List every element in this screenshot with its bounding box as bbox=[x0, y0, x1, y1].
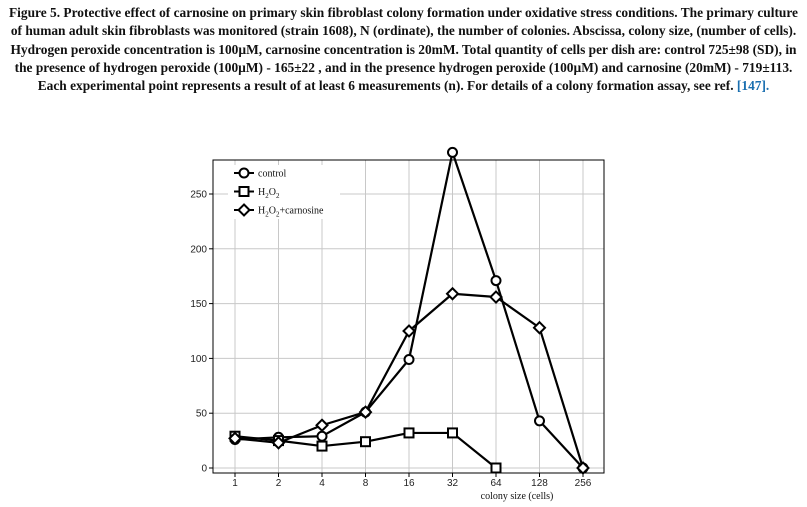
data-point-circle bbox=[534, 415, 545, 427]
x-tick-label: 1 bbox=[232, 478, 238, 489]
data-point-square bbox=[403, 427, 415, 439]
chart-legend: control H2O2 H2O2+carnosine bbox=[228, 165, 340, 219]
x-tick-label: 2 bbox=[276, 478, 282, 489]
data-point-circle bbox=[316, 430, 328, 442]
y-tick-label: 150 bbox=[190, 299, 207, 310]
figure-label: Figure 5. bbox=[8, 5, 61, 20]
x-tick-label: 16 bbox=[403, 478, 415, 489]
data-point-square bbox=[490, 462, 502, 474]
data-point-circle bbox=[490, 275, 502, 287]
data-point-diamond bbox=[228, 431, 242, 446]
x-tick-label: 128 bbox=[531, 478, 548, 489]
x-tick-label: 64 bbox=[490, 478, 502, 489]
y-tick-label: 200 bbox=[190, 244, 207, 255]
x-tick-label: 32 bbox=[447, 478, 459, 489]
data-point-diamond bbox=[315, 418, 329, 433]
y-tick-label: 100 bbox=[190, 354, 207, 365]
x-tick-label: 8 bbox=[363, 478, 369, 489]
data-point-square bbox=[360, 436, 371, 448]
data-point-diamond bbox=[402, 324, 416, 338]
data-point-circle bbox=[403, 353, 415, 365]
y-axis-ticks: 0 50 100 150 200 250 bbox=[190, 190, 213, 475]
data-point-diamond bbox=[532, 320, 547, 335]
data-point-diamond bbox=[358, 405, 373, 420]
legend-marker-diamond bbox=[237, 203, 251, 217]
data-point-diamond bbox=[445, 286, 460, 301]
legend-label: H2O2 bbox=[258, 187, 280, 200]
legend-marker-square bbox=[238, 186, 250, 197]
y-tick-label: 50 bbox=[196, 409, 208, 420]
data-point-diamond bbox=[271, 435, 286, 450]
y-tick-label: 250 bbox=[190, 190, 207, 201]
legend-label: H2O2+carnosine bbox=[258, 206, 324, 219]
data-point-square bbox=[447, 427, 458, 439]
data-point-circle bbox=[447, 146, 458, 158]
x-tick-label: 256 bbox=[575, 478, 592, 489]
legend-label: control bbox=[258, 169, 287, 180]
caption-reference-link[interactable]: [147]. bbox=[736, 78, 770, 94]
x-axis-ticks: 1 2 4 8 16 32 64 128 256 bbox=[232, 473, 592, 489]
caption-text: Protective effect of carnosine on primar… bbox=[10, 5, 799, 94]
y-tick-label: 0 bbox=[201, 464, 207, 475]
data-series bbox=[228, 146, 590, 475]
x-axis-label: colony size (cells) bbox=[481, 491, 554, 502]
data-point-diamond bbox=[576, 461, 590, 475]
x-tick-label: 4 bbox=[319, 478, 325, 489]
data-point-diamond bbox=[489, 290, 503, 304]
data-point-square bbox=[316, 440, 328, 452]
legend-marker-circle bbox=[238, 167, 250, 179]
figure-caption: Figure 5. Protective effect of carnosine… bbox=[6, 4, 801, 95]
